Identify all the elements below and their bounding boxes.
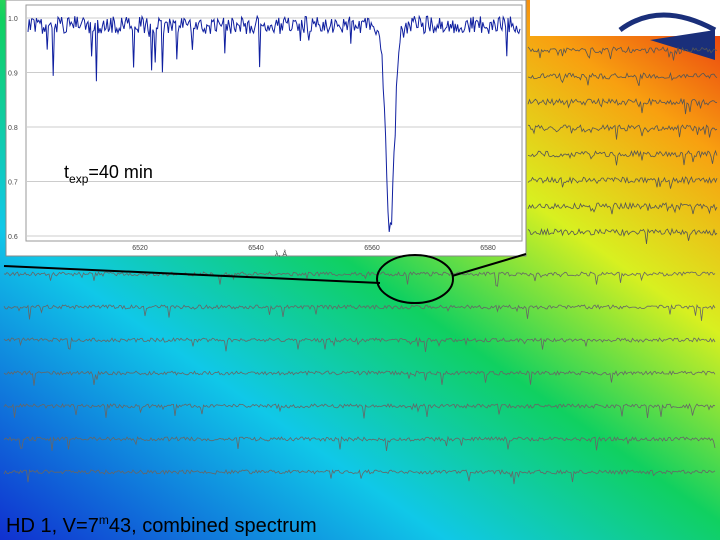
y-tick-label: 0.6	[8, 234, 18, 241]
y-tick-label: 0.9	[8, 71, 18, 78]
spectrum-row	[3, 402, 716, 419]
spectrum-row	[527, 124, 718, 140]
zoom-line	[451, 253, 527, 277]
x-tick-label: 6560	[364, 245, 380, 252]
spectrum-row	[3, 271, 716, 287]
zoom-line	[3, 265, 381, 284]
spectra-rows	[3, 45, 718, 485]
spectrum-row	[527, 97, 718, 115]
spectrum-row	[3, 336, 716, 353]
ann-rest: =40 min	[88, 162, 153, 182]
spectrum-row	[527, 45, 718, 61]
x-tick-label: 6540	[248, 245, 264, 252]
exposure-annotation: texp=40 min	[64, 162, 153, 186]
x-axis-label: λ, Å	[275, 249, 287, 258]
inset-spectrum	[27, 14, 521, 232]
spectrum-row	[527, 201, 718, 215]
logo-arc	[618, 12, 717, 33]
spectrum-row	[527, 149, 718, 166]
inset-panel	[5, 0, 527, 257]
plot-grid	[26, 17, 522, 237]
spectrum-row	[3, 370, 716, 386]
spectrum-row	[3, 303, 716, 321]
spectrum-row	[3, 435, 716, 452]
caption-suffix: 43, combined spectrum	[109, 515, 317, 537]
y-tick-label: 0.8	[8, 125, 18, 132]
x-tick-label: 6580	[480, 245, 496, 252]
spectrum-row	[527, 176, 718, 189]
caption-sup: m	[99, 513, 109, 527]
spectrum-row	[527, 227, 718, 245]
x-tick-label: 6520	[132, 245, 148, 252]
y-tick-label: 1.0	[8, 16, 18, 23]
caption: HD 1, V=7m43, combined spectrum	[6, 513, 317, 537]
ticks: 1.0 0.9 0.8 0.7 0.6 6520 6540 6560 6580	[8, 16, 496, 252]
logo-shape	[650, 30, 715, 60]
spectrum-row	[3, 469, 716, 485]
ann-base: t	[64, 162, 69, 182]
caption-prefix: HD 1, V=7	[6, 515, 99, 537]
ann-sub: exp	[69, 172, 89, 186]
plot-frame	[25, 4, 523, 242]
y-tick-label: 0.7	[8, 180, 18, 187]
zoom-circle	[376, 254, 454, 304]
spectrum-row	[527, 71, 718, 87]
